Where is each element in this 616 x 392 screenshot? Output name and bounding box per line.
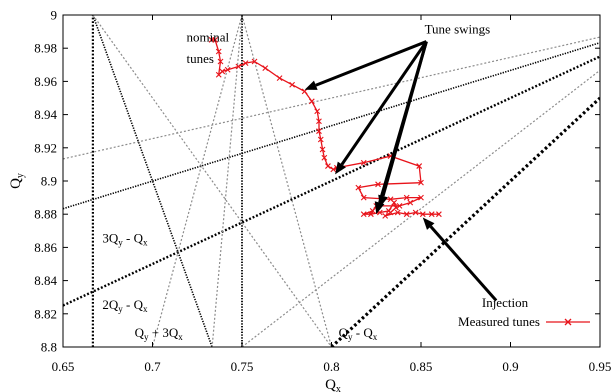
x-tick-label: 0.75 — [231, 359, 254, 374]
data-point — [277, 76, 282, 81]
x-tick-label: 0.9 — [502, 359, 518, 374]
x-tick-label: 0.65 — [52, 359, 75, 374]
x-tick-label: 0.7 — [144, 359, 161, 374]
x-tick-label: 0.95 — [589, 359, 612, 374]
y-tick-label: 8.86 — [34, 240, 57, 255]
label-2qy-qx: 2Qy - Qx — [102, 297, 148, 314]
resonance-line-10 — [242, 15, 332, 347]
y-tick-label: 8.94 — [34, 107, 57, 122]
y-tick-label: 8.96 — [34, 74, 57, 89]
data-point — [325, 164, 330, 169]
resonance-line-4 — [63, 43, 600, 209]
y-tick-label: 8.88 — [34, 207, 57, 222]
y-tick-label: 8.84 — [34, 273, 57, 288]
y-tick-label: 8.82 — [34, 306, 57, 321]
label-qy-3qx: Qy + 3Qx — [135, 325, 184, 342]
legend: Measured tunes — [458, 314, 590, 329]
resonance-line-3 — [332, 98, 601, 347]
data-point — [290, 82, 295, 87]
y-tick-label: 8.8 — [41, 340, 57, 355]
y-tick-label: 8.98 — [34, 41, 57, 56]
arrow-3 — [375, 42, 427, 215]
data-point — [309, 99, 314, 104]
y-tick-label: 8.92 — [34, 140, 57, 155]
arrow-1 — [335, 42, 426, 175]
data-point — [263, 66, 268, 71]
y-axis-label: Qy — [8, 173, 26, 189]
injection: Injection — [482, 295, 529, 310]
label-qy-qx: Qy - Qx — [339, 325, 378, 342]
resonance-line-2 — [63, 57, 600, 306]
tune-swings: Tune swings — [425, 21, 491, 36]
x-tick-label: 0.85 — [410, 359, 433, 374]
resonance-line-6 — [63, 37, 600, 159]
y-tick-label: 9 — [51, 8, 58, 23]
nominal-tunes-2: tunes — [187, 51, 214, 66]
label-3qy-qx: 3Qy - Qx — [102, 230, 148, 247]
resonance-line-7 — [242, 70, 600, 347]
annotation-arrows — [305, 42, 497, 301]
x-tick-label: 0.8 — [323, 359, 339, 374]
y-tick-label: 8.9 — [41, 174, 57, 189]
measured-tunes-series — [209, 37, 441, 218]
nominal-tunes-1: nominal — [187, 30, 230, 45]
x-axis-label: Qx — [325, 377, 341, 392]
legend-label: Measured tunes — [458, 314, 540, 329]
series-line — [212, 40, 439, 216]
